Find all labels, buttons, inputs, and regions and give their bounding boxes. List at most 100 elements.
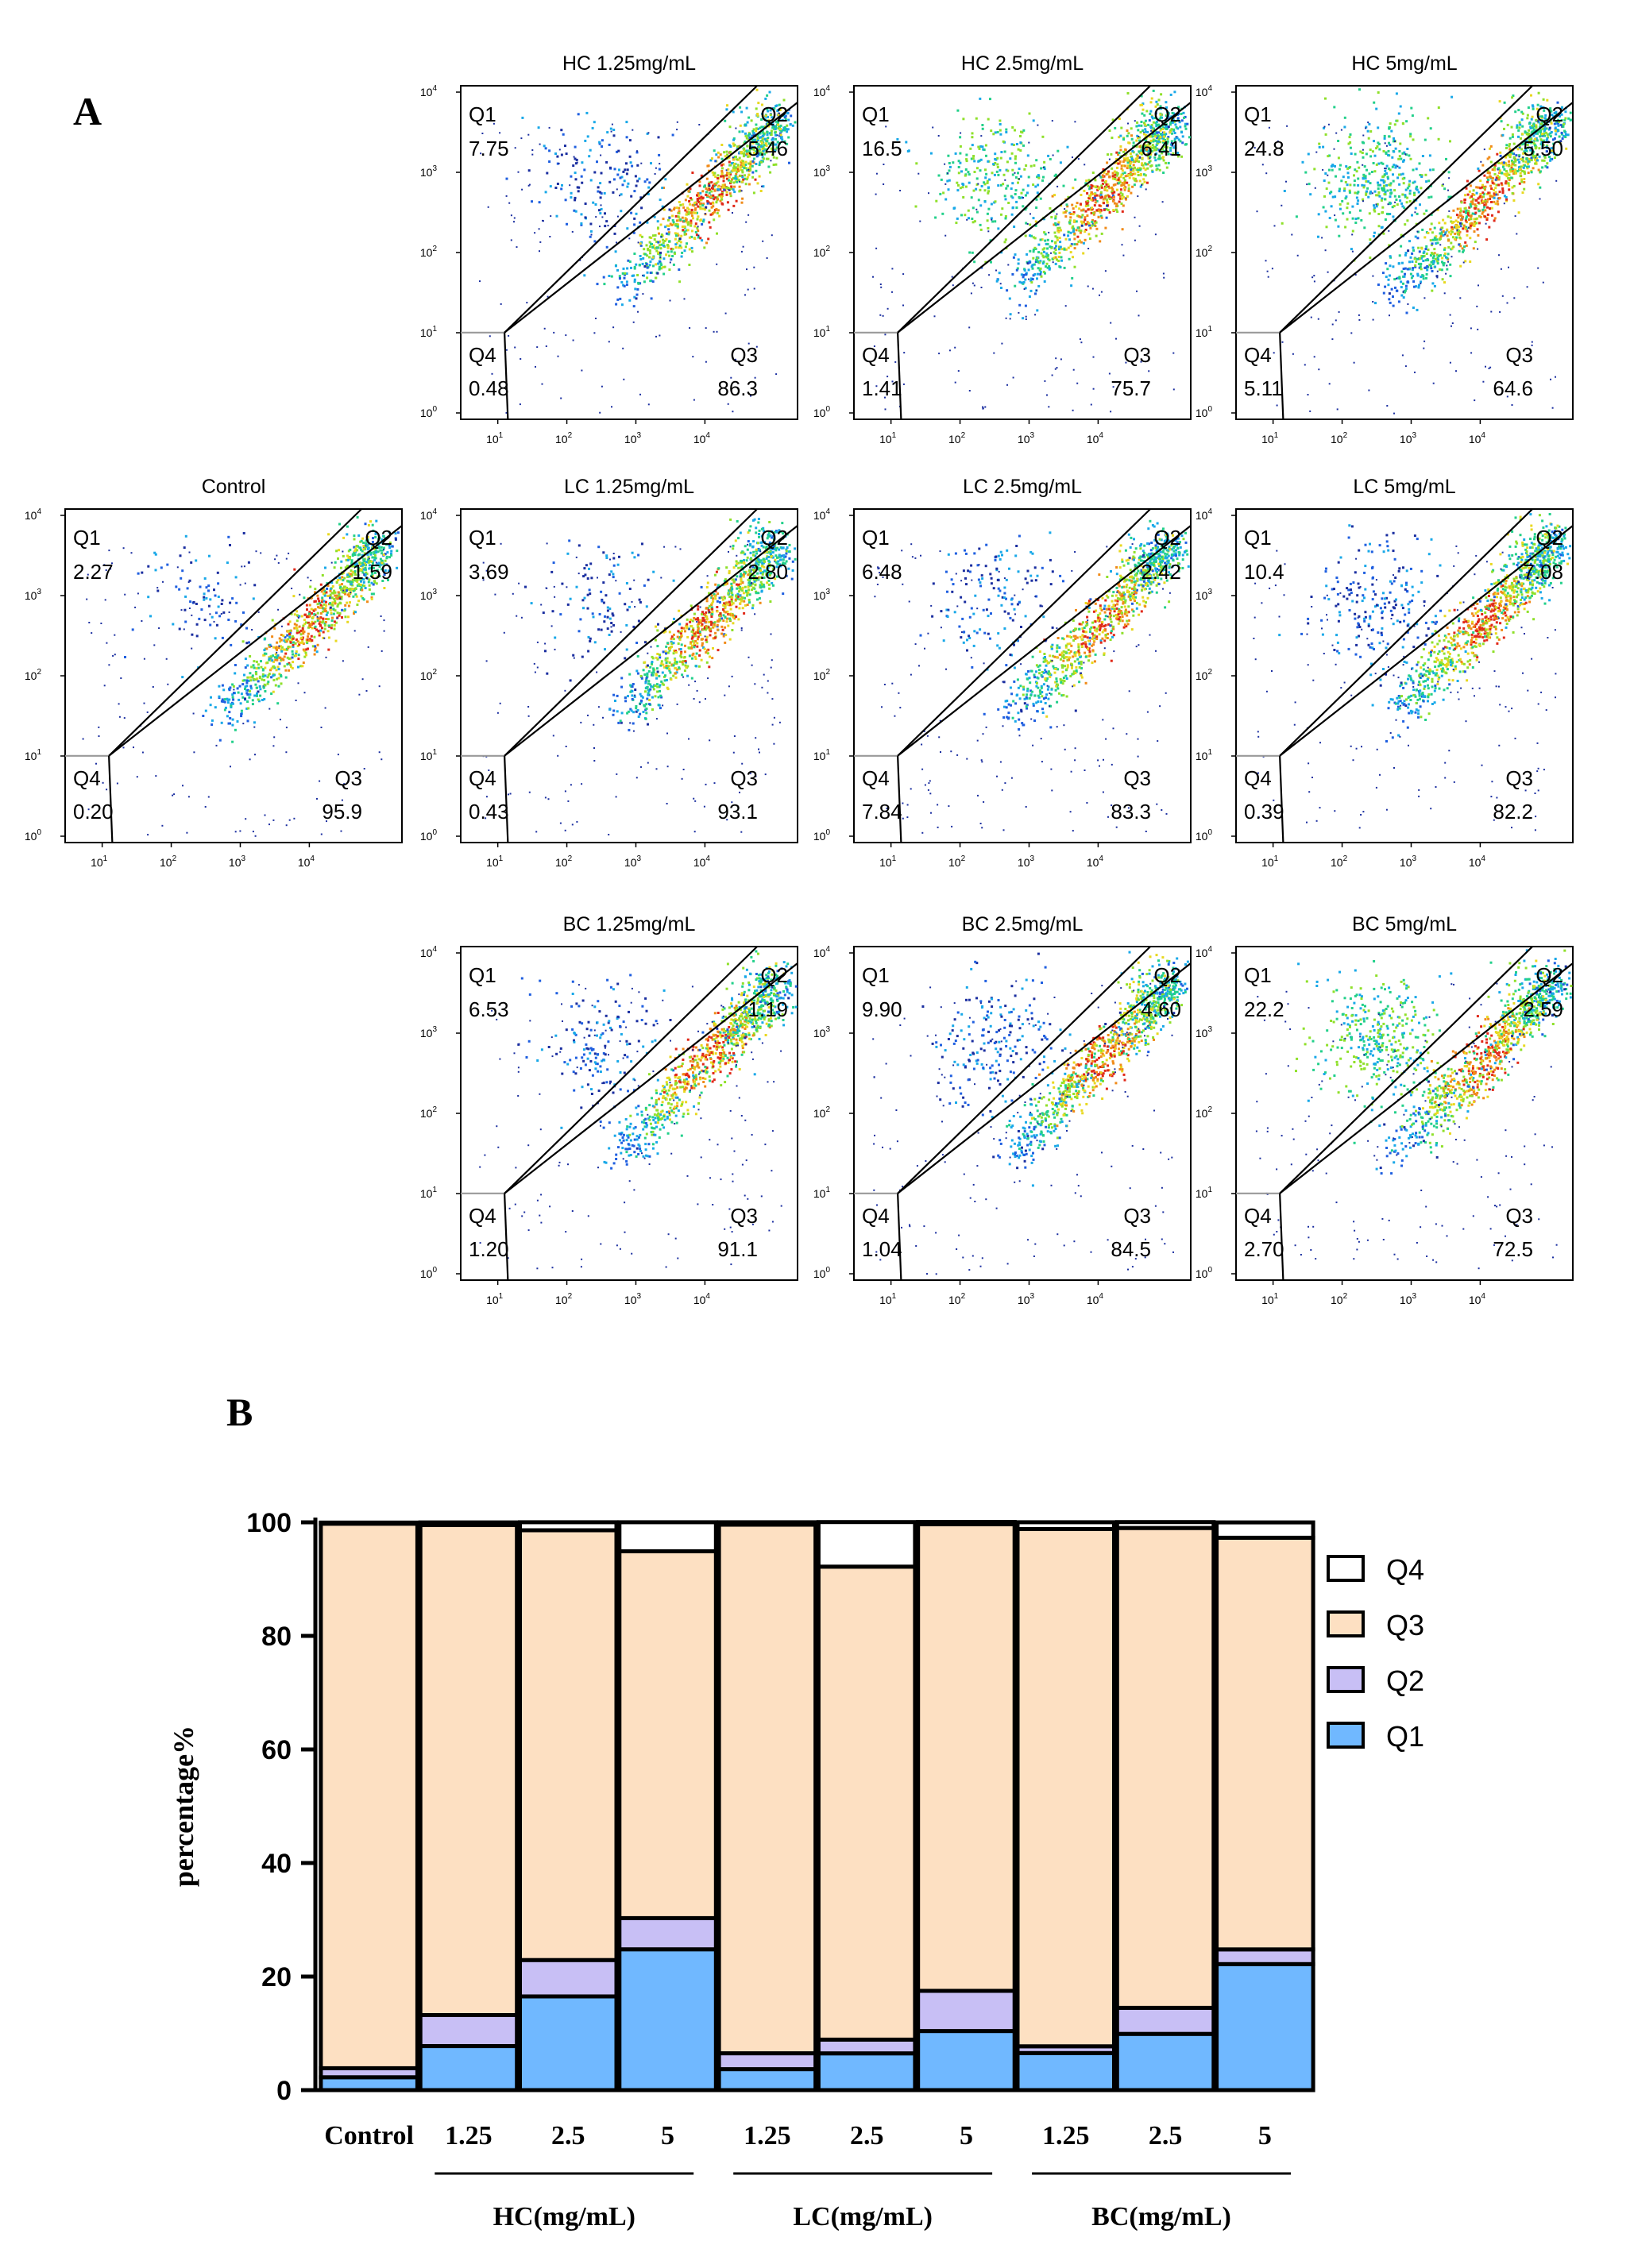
group-label: HC(mg/mL) [493, 2202, 635, 2231]
y-tick-label: 101 [813, 748, 831, 762]
y-tick-label: 40 [261, 1849, 292, 1879]
y-tick-label: 103 [420, 588, 438, 602]
y-tick-label: 101 [813, 1186, 831, 1200]
x-tick-label: 104 [1469, 1292, 1486, 1306]
y-tick-label: 104 [420, 84, 438, 98]
x-tick-label: 104 [298, 854, 315, 869]
bar-segment-q1 [816, 2051, 917, 2092]
x-tick-label: 2.5 [1149, 2121, 1183, 2150]
flow-plot-bc-1.25: BC 1.25mg/mL Q1 6.53 Q2 1.19 Q4 1.20 Q3 91.1 100 1… [420, 913, 798, 1306]
q3-value: 93.1 [717, 800, 758, 824]
x-tick-label: 104 [1469, 431, 1486, 446]
q3-label: Q3 [1505, 766, 1533, 790]
q4-value: 2.70 [1244, 1237, 1284, 1261]
q4-value: 5.11 [1244, 376, 1283, 400]
bar-segment-q3 [816, 1564, 917, 2042]
x-tick-label: 102 [948, 431, 966, 446]
bar-segment-q1 [1015, 2050, 1116, 2092]
x-tick-label: 101 [486, 1292, 504, 1306]
y-tick-label: 100 [1196, 828, 1213, 843]
q4-label: Q4 [862, 766, 890, 790]
bar-segment-q2 [717, 2051, 818, 2072]
x-tick-label: 103 [624, 1292, 642, 1306]
quadrant-gates [1236, 508, 1574, 843]
x-tick-label: 2.5 [850, 2121, 884, 2150]
x-tick-label: 101 [486, 854, 504, 869]
q2-value: 6.41 [1141, 137, 1181, 160]
x-tick-label: 102 [160, 854, 177, 869]
q3-label: Q3 [730, 343, 758, 367]
flow-plot-hc-1.25: HC 1.25mg/mL Q1 7.75 Q2 5.46 Q4 0.48 Q3 86.3 100 1… [420, 52, 798, 446]
y-tick-label: 104 [420, 507, 438, 522]
q2-label: Q2 [760, 526, 788, 550]
y-tick-label: 104 [813, 945, 831, 959]
x-tick-label: 103 [1400, 431, 1417, 446]
q2-label: Q2 [760, 963, 788, 987]
y-tick-label: 103 [420, 164, 438, 179]
y-tick-label: 101 [25, 748, 42, 762]
q1-label: Q1 [862, 526, 890, 550]
y-tick-label: 101 [1196, 1186, 1213, 1200]
q1-label: Q1 [1244, 526, 1272, 550]
group-label: BC(mg/mL) [1091, 2202, 1231, 2231]
q4-label: Q4 [469, 1204, 496, 1228]
y-tick-label: 104 [1196, 84, 1213, 98]
x-tick-label: 103 [1400, 854, 1417, 869]
y-tick-label: 100 [420, 1266, 438, 1280]
y-tick-label: 102 [25, 668, 42, 682]
q2-value: 2.80 [747, 560, 788, 584]
q3-label: Q3 [730, 766, 758, 790]
quadrant-gates [65, 508, 403, 843]
q1-label: Q1 [862, 963, 890, 987]
legend-swatch-q2 [1327, 1666, 1365, 1693]
stacked-bar-chart: Control 1.25 2.5 5 1.25 2.5 5 1.25 2.5 5 0 20 40 60 80… [168, 1508, 1424, 2231]
bar-segment-q3 [1215, 1535, 1315, 1952]
q3-value: 83.3 [1111, 800, 1151, 824]
plot-title: HC 5mg/mL [1351, 52, 1457, 75]
plot-title: HC 2.5mg/mL [961, 52, 1084, 75]
legend-swatch-q4 [1327, 1555, 1365, 1582]
scatter-points [1253, 513, 1572, 831]
bar-segment-q4 [1114, 1520, 1216, 1530]
quadrant-labels: Q1 3.69 Q2 2.80 Q4 0.43 Q3 93.1 [469, 526, 788, 824]
q4-value: 0.43 [469, 800, 509, 824]
y-tick-label: 101 [1196, 748, 1213, 762]
x-tick-label: 103 [1018, 431, 1035, 446]
q3-label: Q3 [1123, 766, 1151, 790]
q2-value: 2.42 [1141, 560, 1181, 584]
plot-frame [460, 508, 798, 843]
y-tick-label: 60 [261, 1735, 292, 1765]
x-tick-label: 104 [1087, 1292, 1104, 1306]
axis-ticks: 100 101 102 103 104 101 102 103 104 [813, 945, 1104, 1306]
flow-plot-control: Control Q1 2.27 Q2 1.59 Q4 0.20 Q3 95.9 100 101 102… [25, 476, 403, 869]
q4-label: Q4 [1244, 343, 1272, 367]
q2-value: 5.46 [747, 137, 788, 160]
bar-segment-q4 [816, 1520, 917, 1569]
y-tick-label: 100 [1196, 1266, 1213, 1280]
bar-segment-q2 [1215, 1947, 1315, 1966]
x-tick-label: 5 [1258, 2121, 1272, 2150]
y-tick-label: 102 [420, 245, 438, 259]
y-tick-label: 104 [25, 507, 42, 522]
x-tick-label: 102 [555, 854, 573, 869]
q2-value: 7.08 [1523, 560, 1563, 584]
plot-title: LC 5mg/mL [1353, 476, 1455, 498]
quadrant-labels: Q1 6.53 Q2 1.19 Q4 1.20 Q3 91.1 [469, 963, 788, 1261]
x-tick-label: 102 [948, 854, 966, 869]
bar-segment-q4 [1015, 1520, 1116, 1532]
q1-value: 9.90 [862, 997, 902, 1021]
x-tick-label: 102 [1331, 431, 1348, 446]
x-tick-label: 102 [555, 431, 573, 446]
x-tick-label: 5 [661, 2121, 674, 2150]
q2-label: Q2 [1535, 963, 1563, 987]
bar-segment-q2 [418, 2013, 520, 2048]
q3-value: 72.5 [1493, 1237, 1533, 1261]
q1-label: Q1 [1244, 102, 1272, 126]
y-tick-label: 100 [246, 1508, 292, 1538]
x-tick-label: 102 [1331, 1292, 1348, 1306]
plot-frame [1235, 946, 1574, 1281]
bar-segment-q1 [518, 1994, 619, 2092]
y-tick-label: 100 [25, 828, 42, 843]
q1-label: Q1 [73, 526, 101, 550]
scatter-points [479, 88, 797, 414]
